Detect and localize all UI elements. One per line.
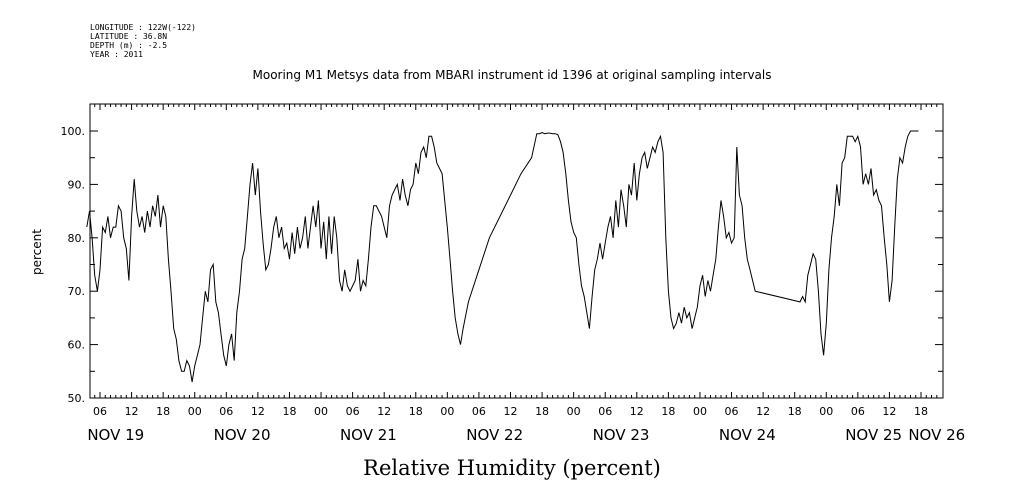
x-hour-label: 18 (788, 405, 802, 418)
top-minor-ticks (94, 104, 938, 110)
day-label: NOV 24 (719, 426, 776, 444)
x-hour-label: 12 (756, 405, 770, 418)
meta-longitude: LONGITUDE : 122W(-122) (90, 23, 196, 32)
metadata-block: LONGITUDE : 122W(-122) LATITUDE : 36.8N … (90, 23, 196, 59)
y-tick-label: 70. (68, 285, 86, 298)
x-hour-label: 00 (567, 405, 581, 418)
y-axis-tick-labels: 50. 60. 70. 80. 90. 100. (61, 125, 86, 405)
bottom-minor-ticks (94, 392, 938, 398)
x-axis-label: Relative Humidity (percent) (363, 456, 661, 480)
x-hour-label: 06 (725, 405, 739, 418)
x-hour-label: 00 (693, 405, 707, 418)
x-hour-label: 12 (504, 405, 518, 418)
y-tick-label: 80. (68, 232, 86, 245)
x-hour-label: 00 (314, 405, 328, 418)
x-hour-label: 18 (409, 405, 423, 418)
x-hour-label: 06 (472, 405, 486, 418)
chart-title: Mooring M1 Metsys data from MBARI instru… (253, 68, 772, 82)
y-axis-ticks (90, 130, 943, 399)
series-line-relative-humidity (86, 130, 919, 383)
meta-depth: DEPTH (m) : -2.5 (90, 41, 167, 50)
x-hour-label: 06 (219, 405, 233, 418)
x-hour-label: 12 (882, 405, 896, 418)
y-tick-label: 100. (61, 125, 86, 138)
day-label: NOV 19 (87, 426, 144, 444)
x-hour-label: 00 (188, 405, 202, 418)
day-label: NOV 22 (466, 426, 523, 444)
day-label: NOV 26 (908, 426, 965, 444)
x-hour-label: 18 (914, 405, 928, 418)
y-tick-label: 60. (68, 339, 86, 352)
plot-frame (89, 103, 944, 399)
x-hour-label: 12 (630, 405, 644, 418)
x-hour-label: 06 (598, 405, 612, 418)
day-label: NOV 23 (593, 426, 650, 444)
x-hour-label: 06 (346, 405, 360, 418)
y-axis-label: percent (30, 229, 44, 275)
x-hour-label: 06 (851, 405, 865, 418)
x-hour-label: 18 (282, 405, 296, 418)
meta-latitude: LATITUDE : 36.8N (90, 32, 167, 41)
day-label: NOV 21 (340, 426, 397, 444)
x-hour-label: 12 (377, 405, 391, 418)
x-hour-label: 18 (661, 405, 675, 418)
x-hour-label: 00 (819, 405, 833, 418)
x-hour-label: 18 (535, 405, 549, 418)
x-hour-label: 12 (251, 405, 265, 418)
y-tick-label: 50. (68, 392, 86, 405)
x-axis-hour-labels: 06 12 18 00 06 12 18 00 06 12 18 00 06 12 18 00 06 12 18 00… (93, 405, 928, 418)
y-tick-label: 90. (68, 178, 86, 191)
x-hour-label: 12 (125, 405, 139, 418)
day-label: NOV 25 (845, 426, 902, 444)
meta-year: YEAR : 2011 (90, 50, 143, 59)
day-label: NOV 20 (214, 426, 271, 444)
x-hour-label: 06 (93, 405, 107, 418)
x-axis-day-labels: NOV 19 NOV 20 NOV 21 NOV 22 NOV 23 NOV 24 NOV … (87, 426, 965, 444)
x-hour-label: 18 (156, 405, 170, 418)
x-hour-label: 00 (440, 405, 454, 418)
